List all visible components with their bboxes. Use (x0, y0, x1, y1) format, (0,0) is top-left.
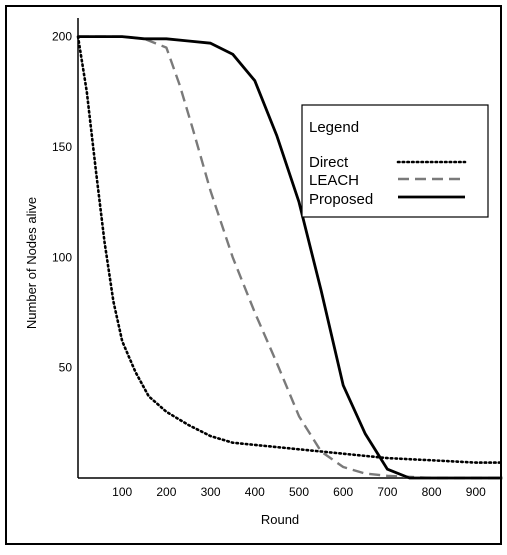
x-tick-labels: 100 200 300 400 500 600 700 800 900 (112, 485, 486, 499)
y-tick-label: 50 (59, 361, 73, 375)
x-tick-label: 600 (333, 485, 353, 499)
x-axis-label: Round (261, 512, 299, 527)
series-line-proposed (78, 35, 503, 480)
x-tick-label: 900 (466, 485, 486, 499)
series-line-leach (78, 35, 503, 480)
series-line-direct (76, 35, 504, 464)
y-tick-label: 100 (52, 250, 72, 264)
legend-label-direct: Direct (309, 154, 349, 171)
x-tick-label: 100 (112, 485, 132, 499)
y-axis-label: Number of Nodes alive (24, 197, 39, 329)
figure-frame (5, 5, 502, 545)
x-tick-label: 700 (377, 485, 397, 499)
legend: Legend Direct LEACH Proposed (301, 104, 489, 218)
x-tick-label: 800 (422, 485, 442, 499)
legend-title: Legend (309, 119, 359, 136)
x-tick-label: 300 (201, 485, 221, 499)
y-tick-label: 150 (52, 140, 72, 154)
x-tick-label: 200 (156, 485, 176, 499)
x-tick-label: 500 (289, 485, 309, 499)
legend-label-leach: LEACH (309, 172, 359, 189)
legend-label-proposed: Proposed (309, 191, 373, 208)
y-tick-labels: 50 100 150 200 (52, 30, 72, 375)
series-layer (76, 35, 504, 480)
x-tick-label: 400 (245, 485, 265, 499)
y-tick-label: 200 (52, 30, 72, 44)
